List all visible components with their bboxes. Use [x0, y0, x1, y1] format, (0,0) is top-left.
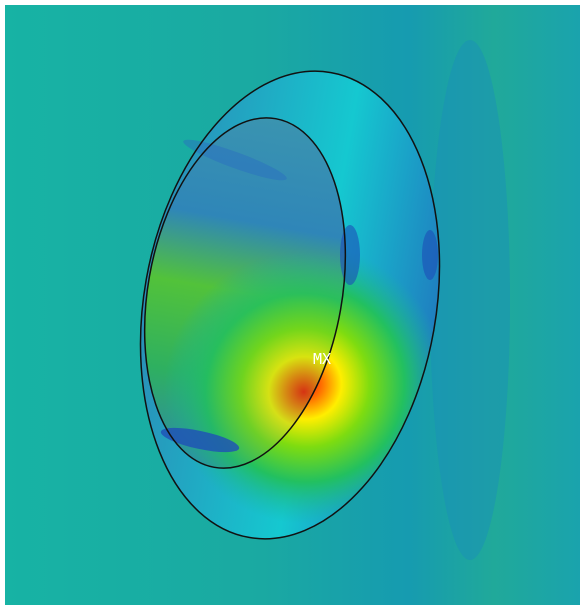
blue-streak — [422, 230, 438, 280]
max-label: MX — [313, 350, 331, 368]
shade — [430, 40, 510, 560]
blue-streak — [183, 139, 287, 181]
blue-streak — [160, 427, 240, 453]
inner-edge — [143, 117, 347, 469]
outer-edge — [139, 70, 441, 540]
blue-streak — [340, 225, 360, 285]
inner-hot — [144, 117, 346, 469]
plot-area: MX — [5, 5, 580, 605]
